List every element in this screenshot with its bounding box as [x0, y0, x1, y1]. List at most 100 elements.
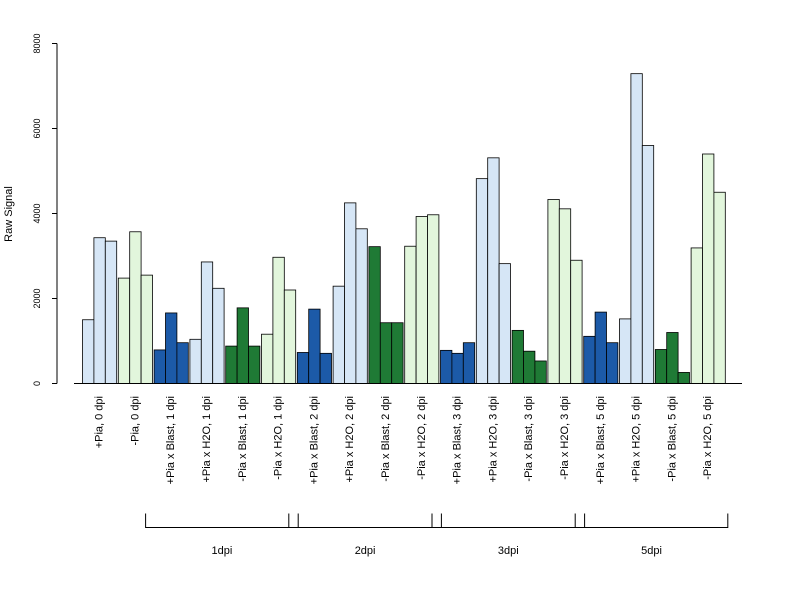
- bar-group: [475, 157, 511, 384]
- x-tick-label: -Pia x H2O, 2 dpi: [416, 396, 428, 480]
- bar: [654, 349, 668, 384]
- bar: [427, 214, 440, 384]
- x-tick-label: +Pia x H2O, 5 dpi: [631, 396, 643, 483]
- bar: [404, 245, 417, 384]
- bar: [129, 231, 142, 384]
- bar: [236, 307, 249, 384]
- bar: [283, 289, 297, 384]
- bar: [391, 322, 404, 384]
- x-tick-label: +Pia x H2O, 3 dpi: [487, 396, 499, 483]
- bar: [606, 342, 619, 384]
- bar: [368, 246, 381, 384]
- y-tick-label: 8000: [32, 33, 42, 53]
- bar: [117, 277, 131, 384]
- bar: [272, 256, 285, 384]
- y-tick-label: 2000: [32, 288, 42, 308]
- bar: [415, 216, 428, 384]
- bar-group: [440, 342, 476, 384]
- y-tick-label: 6000: [32, 118, 42, 138]
- bar: [641, 145, 655, 384]
- bar: [140, 274, 153, 384]
- bar: [702, 153, 715, 384]
- bar: [558, 208, 572, 384]
- x-tick-label: +Pia x H2O, 2 dpi: [344, 396, 356, 483]
- bar: [308, 308, 321, 384]
- bar: [619, 318, 632, 384]
- group-bracket: 3dpi: [431, 513, 586, 557]
- x-tick-label: -Pia x Blast, 3 dpi: [523, 396, 535, 482]
- bar-group: [332, 202, 368, 384]
- bar: [379, 322, 393, 384]
- bar: [677, 372, 690, 384]
- bar: [355, 228, 368, 384]
- x-tick-label: +Pia, 0 dpi: [94, 396, 106, 448]
- bar: [332, 285, 345, 384]
- bars: [82, 73, 726, 384]
- bar: [630, 73, 643, 384]
- bracket-line: [574, 513, 729, 528]
- group-label: 2dpi: [355, 545, 376, 557]
- x-tick-label: -Pia x Blast, 1 dpi: [237, 396, 249, 482]
- bar-group: [654, 332, 690, 384]
- x-tick-label: +Pia x H2O, 1 dpi: [201, 396, 213, 483]
- group-label: 5dpi: [641, 545, 662, 557]
- x-tick-label: +Pia x Blast, 3 dpi: [452, 396, 464, 484]
- bracket-line: [145, 513, 299, 528]
- bar-group: [117, 231, 153, 384]
- y-tick-label: 0: [32, 381, 42, 386]
- bar-group: [511, 329, 547, 384]
- bar: [487, 157, 500, 384]
- group-label: 1dpi: [212, 545, 233, 557]
- bar: [261, 333, 274, 384]
- bracket-line: [431, 513, 586, 528]
- bar-group: [619, 73, 655, 384]
- y-axis: 0 2000 4000 6000 8000: [32, 33, 58, 386]
- bar: [570, 259, 583, 384]
- bar: [153, 349, 166, 384]
- bar: [451, 352, 464, 384]
- bar: [344, 202, 357, 384]
- bracket-line: [288, 513, 442, 528]
- bar-group: [583, 311, 619, 384]
- bar-group: [404, 214, 440, 384]
- bar: [200, 261, 214, 384]
- bar-group: [368, 246, 404, 384]
- bar: [225, 345, 238, 384]
- bar: [212, 287, 225, 384]
- bar: [511, 329, 524, 384]
- bar: [319, 352, 332, 384]
- x-tick-label: -Pia x Blast, 2 dpi: [380, 396, 392, 482]
- bar: [475, 178, 489, 384]
- bar: [462, 342, 476, 384]
- group-bracket: 1dpi: [145, 513, 299, 557]
- x-tick-label: -Pia, 0 dpi: [129, 396, 141, 446]
- group-bracket: 2dpi: [288, 513, 442, 557]
- y-tick-label: 4000: [32, 203, 42, 223]
- bar-group: [225, 307, 261, 384]
- bar: [583, 335, 596, 384]
- bar: [189, 338, 202, 384]
- x-tick-label: +Pia x Blast, 1 dpi: [165, 396, 177, 484]
- x-tick-label: -Pia x H2O, 5 dpi: [702, 396, 714, 480]
- bar: [248, 345, 261, 384]
- bar-group: [547, 199, 583, 384]
- bar: [594, 311, 607, 384]
- y-axis-title: Raw Signal: [3, 186, 15, 242]
- bar-group: [82, 237, 118, 384]
- bar: [523, 350, 536, 384]
- bar: [176, 342, 189, 384]
- bar: [666, 332, 679, 384]
- bar: [690, 247, 703, 384]
- x-tick-label: +Pia x Blast, 2 dpi: [308, 396, 320, 484]
- bar: [104, 240, 118, 384]
- group-label: 3dpi: [498, 545, 519, 557]
- group-brackets: 1dpi 2dpi 3dpi 5dpi: [145, 513, 729, 557]
- bar: [534, 360, 547, 384]
- bar: [82, 319, 95, 384]
- bar-group: [261, 256, 297, 384]
- bar-group: [690, 153, 726, 384]
- bar: [713, 191, 726, 384]
- bar: [547, 199, 560, 384]
- bar-group: [296, 308, 332, 384]
